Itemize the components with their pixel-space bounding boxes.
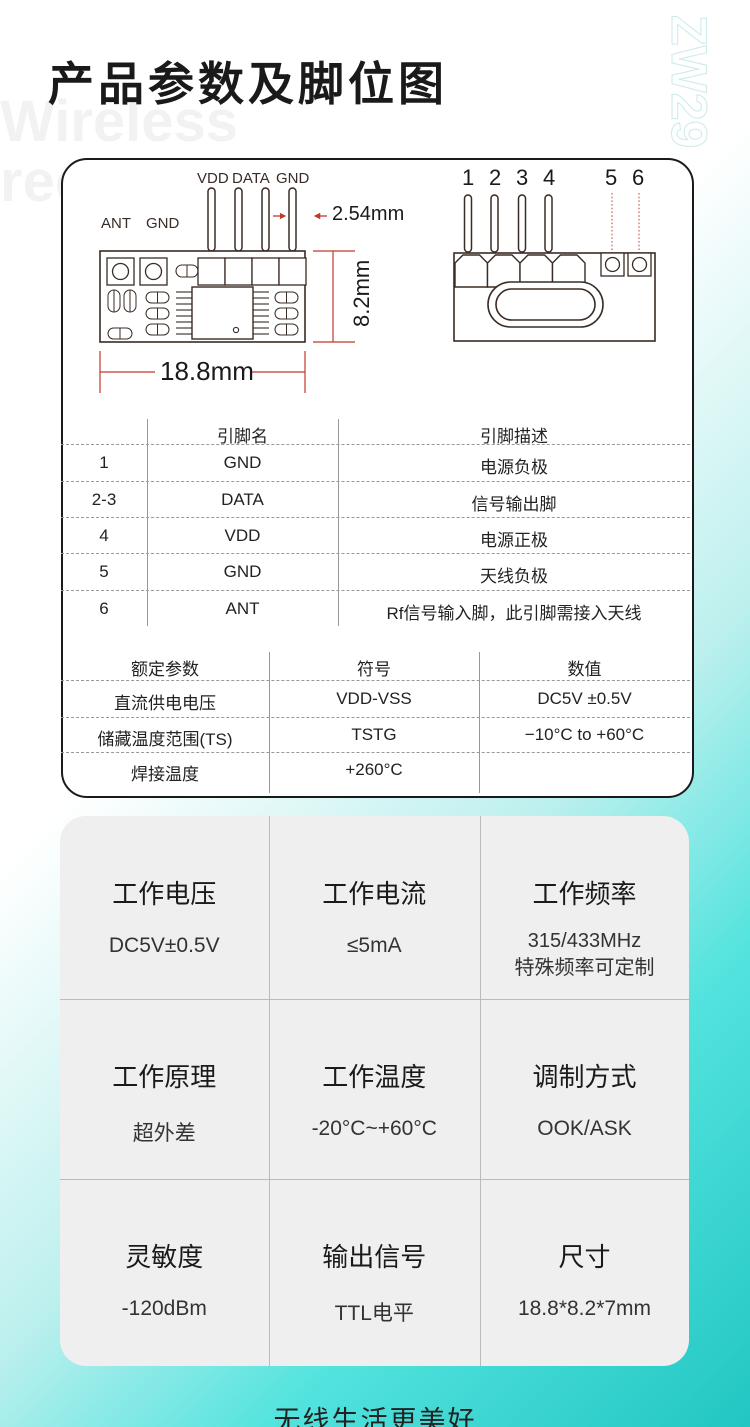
svg-text:6: 6 bbox=[632, 165, 644, 190]
svg-text:5: 5 bbox=[605, 165, 617, 190]
svg-text:4: 4 bbox=[543, 165, 555, 190]
svg-text:2: 2 bbox=[489, 165, 501, 190]
svg-text:3: 3 bbox=[516, 165, 528, 190]
svg-text:1: 1 bbox=[462, 165, 474, 190]
